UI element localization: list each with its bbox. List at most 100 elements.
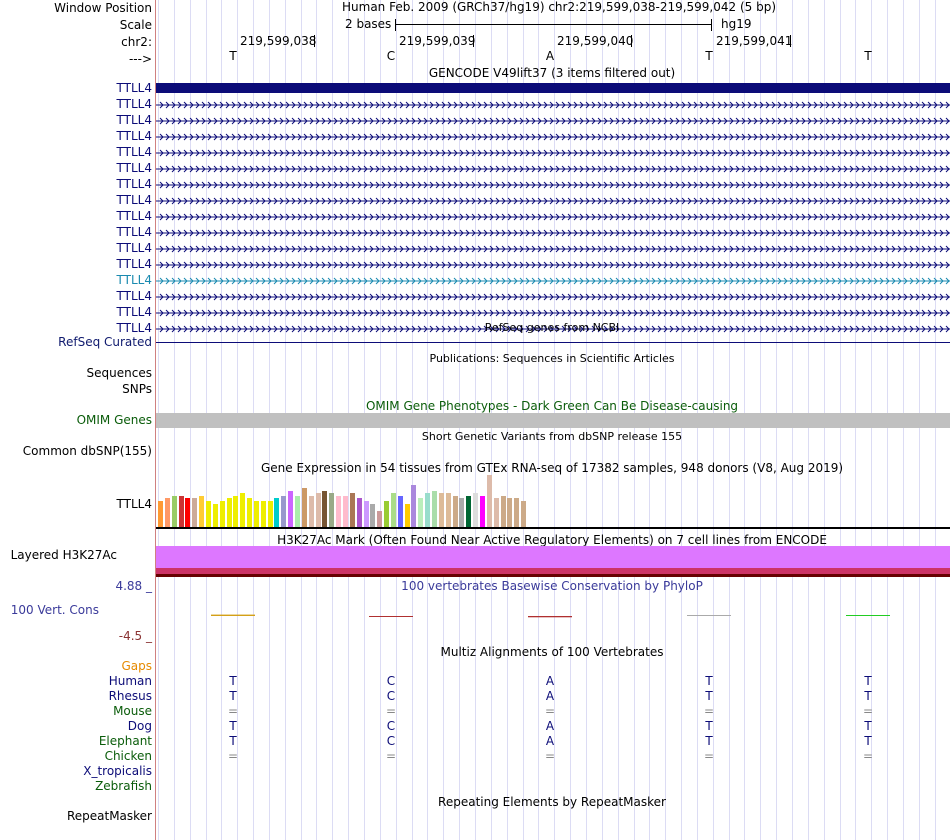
gtex-tissue-bar[interactable]: [459, 498, 465, 527]
gtex-tissue-bar[interactable]: [486, 475, 492, 527]
gtex-tissue-bar[interactable]: [240, 493, 246, 527]
multiz-species-label[interactable]: Dog: [127, 719, 152, 733]
gtex-tissue-bar[interactable]: [164, 498, 170, 527]
gtex-tissue-bar[interactable]: [363, 501, 369, 527]
track-data-area[interactable]: Human Feb. 2009 (GRCh37/hg19) chr2:219,5…: [156, 0, 950, 840]
gencode-transcript-row[interactable]: [156, 259, 950, 269]
transcript-intron-arrows[interactable]: [156, 259, 950, 273]
phylop-score-bar[interactable]: [687, 615, 731, 616]
gencode-transcript-row[interactable]: [156, 275, 950, 285]
repeatmasker-label[interactable]: RepeatMasker: [66, 809, 152, 823]
gtex-tissue-bar[interactable]: [404, 504, 410, 527]
gtex-tissue-bar[interactable]: [377, 511, 383, 527]
gtex-tissue-bar[interactable]: [267, 501, 273, 527]
gencode-transcript-label[interactable]: TTLL4: [116, 81, 152, 95]
gtex-tissue-bar[interactable]: [226, 498, 232, 527]
transcript-intron-arrows[interactable]: [156, 323, 950, 337]
gencode-transcript-label[interactable]: TTLL4: [116, 321, 152, 335]
gtex-tissue-bar[interactable]: [342, 496, 348, 527]
transcript-intron-arrows[interactable]: [156, 179, 950, 193]
gtex-tissue-bar[interactable]: [384, 501, 389, 527]
gencode-transcript-row[interactable]: [156, 323, 950, 333]
omim-genes-label[interactable]: OMIM Genes: [76, 413, 152, 427]
transcript-intron-arrows[interactable]: [156, 163, 950, 177]
gtex-tissue-bar[interactable]: [281, 496, 287, 527]
gencode-transcript-row[interactable]: [156, 307, 950, 317]
gtex-tissue-bar[interactable]: [315, 493, 321, 527]
transcript-intron-arrows[interactable]: [156, 211, 950, 225]
multiz-species-label[interactable]: Elephant: [98, 734, 152, 748]
transcript-intron-arrows[interactable]: [156, 115, 950, 129]
transcript-intron-arrows[interactable]: [156, 227, 950, 241]
gtex-tissue-bar[interactable]: [356, 498, 362, 527]
gencode-transcript-label[interactable]: TTLL4: [116, 145, 152, 159]
publications-sequences-label[interactable]: Sequences: [86, 366, 152, 380]
gencode-transcript-label[interactable]: TTLL4: [116, 257, 152, 271]
gencode-transcript-row[interactable]: [156, 211, 950, 221]
multiz-species-label[interactable]: Chicken: [104, 749, 152, 763]
gtex-tissue-bar[interactable]: [288, 491, 294, 527]
gencode-transcript-row[interactable]: [156, 179, 950, 189]
gencode-transcript-row[interactable]: [156, 227, 950, 237]
gtex-tissue-bar[interactable]: [322, 491, 328, 527]
gtex-tissue-bar[interactable]: [301, 488, 307, 527]
transcript-intron-arrows[interactable]: [156, 275, 950, 289]
gtex-tissue-bar[interactable]: [507, 498, 513, 527]
gencode-transcript-label[interactable]: TTLL4: [116, 97, 152, 111]
gencode-transcript-row[interactable]: [156, 291, 950, 301]
transcript-intron-arrows[interactable]: [156, 99, 950, 113]
gtex-tissue-bar[interactable]: [274, 498, 280, 527]
gtex-tissue-bar[interactable]: [212, 504, 218, 527]
multiz-species-label[interactable]: Rhesus: [108, 689, 152, 703]
gencode-transcript-row[interactable]: [156, 163, 950, 173]
transcript-intron-arrows[interactable]: [156, 195, 950, 209]
gtex-tissue-bar[interactable]: [466, 496, 472, 527]
transcript-intron-arrows[interactable]: [156, 291, 950, 305]
gencode-transcript-row[interactable]: [156, 131, 950, 141]
layered-h3k27ac-label[interactable]: Layered H3K27Ac: [10, 548, 117, 562]
gtex-tissue-bar[interactable]: [445, 493, 451, 527]
gtex-tissue-bar[interactable]: [493, 498, 499, 527]
gtex-tissue-bar[interactable]: [192, 498, 198, 527]
gencode-transcript-label[interactable]: TTLL4: [116, 161, 152, 175]
multiz-species-label[interactable]: Zebrafish: [95, 779, 152, 793]
gtex-tissue-bar[interactable]: [521, 501, 526, 527]
gtex-tissue-bar[interactable]: [178, 496, 184, 527]
gtex-tissue-bar[interactable]: [425, 493, 431, 527]
gencode-transcript-row[interactable]: [156, 83, 950, 93]
gencode-transcript-label[interactable]: TTLL4: [116, 241, 152, 255]
gtex-tissue-bar[interactable]: [500, 496, 506, 527]
gtex-expression-chart[interactable]: [156, 474, 950, 527]
gtex-tissue-bar[interactable]: [432, 491, 437, 527]
transcript-intron-arrows[interactable]: [156, 131, 950, 145]
h3k27ac-layer[interactable]: [156, 546, 950, 568]
gtex-tissue-bar[interactable]: [397, 496, 403, 527]
phylop-score-bar[interactable]: [211, 614, 255, 616]
gtex-tissue-bar[interactable]: [205, 501, 211, 527]
gencode-transcript-label[interactable]: TTLL4: [116, 193, 152, 207]
transcript-intron-arrows[interactable]: [156, 243, 950, 257]
phylop-conservation-plot[interactable]: [156, 594, 950, 640]
gtex-tissue-bar[interactable]: [199, 496, 205, 527]
phylop-score-bar[interactable]: [846, 615, 890, 616]
gencode-transcript-label[interactable]: TTLL4: [116, 273, 152, 287]
phylop-score-bar[interactable]: [369, 616, 413, 617]
multiz-species-label[interactable]: Mouse: [113, 704, 152, 718]
gencode-transcript-label[interactable]: TTLL4: [116, 177, 152, 191]
gencode-transcript-row[interactable]: [156, 115, 950, 125]
h3k27ac-layer[interactable]: [156, 568, 950, 574]
gtex-tissue-bar[interactable]: [514, 498, 520, 527]
gtex-tissue-bar[interactable]: [308, 496, 314, 527]
transcript-intron-arrows[interactable]: [156, 147, 950, 161]
transcript-intron-arrows[interactable]: [156, 307, 950, 321]
gtex-tissue-bar[interactable]: [411, 485, 417, 527]
gencode-transcript-row[interactable]: [156, 99, 950, 109]
gtex-ttll4-label[interactable]: TTLL4: [116, 497, 152, 511]
gtex-tissue-bar[interactable]: [171, 496, 177, 527]
gencode-transcript-label[interactable]: TTLL4: [116, 209, 152, 223]
gencode-transcript-row[interactable]: [156, 195, 950, 205]
gtex-tissue-bar[interactable]: [185, 498, 191, 527]
gencode-transcript-row[interactable]: [156, 147, 950, 157]
gtex-tissue-bar[interactable]: [329, 493, 335, 527]
refseq-curated-label[interactable]: RefSeq Curated: [58, 335, 152, 349]
